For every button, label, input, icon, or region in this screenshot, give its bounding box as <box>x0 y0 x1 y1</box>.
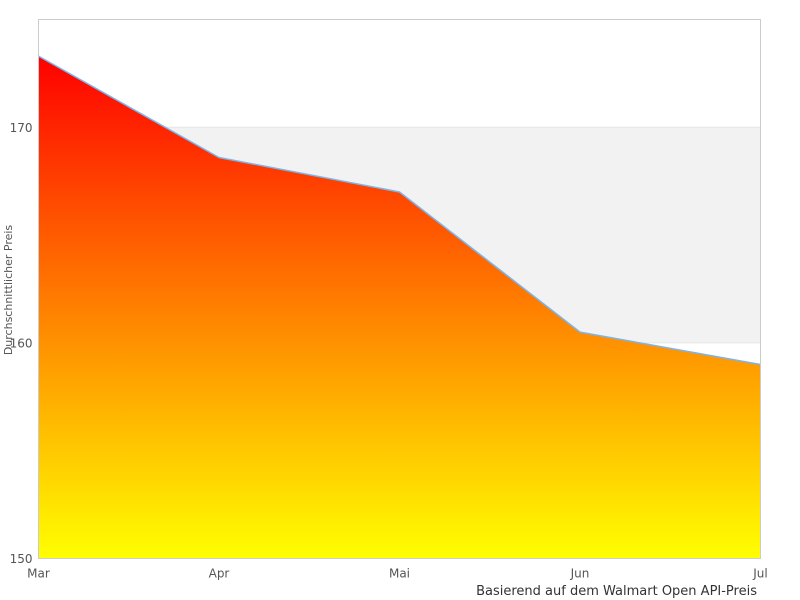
area-series-fill <box>38 56 761 559</box>
plot-border <box>38 19 761 559</box>
y-tick-label: 150 <box>10 552 33 566</box>
x-tick-label: Jul <box>752 567 767 581</box>
x-tick-label: Apr <box>209 567 230 581</box>
x-tick-label: Mai <box>389 567 410 581</box>
x-tick-label: Jun <box>570 567 590 581</box>
chart-caption: Basierend auf dem Walmart Open API-Preis <box>476 584 757 599</box>
y-axis-title: Durchschnittlicher Preis <box>2 225 15 356</box>
y-tick-label: 170 <box>10 121 33 135</box>
area-series-line <box>38 55 761 366</box>
chart-plot-area: 150 160 170 Mar Apr Mai Jun Jul <box>10 19 768 581</box>
x-tick-label: Mar <box>27 567 50 581</box>
y-tick-label: 160 <box>10 336 33 350</box>
